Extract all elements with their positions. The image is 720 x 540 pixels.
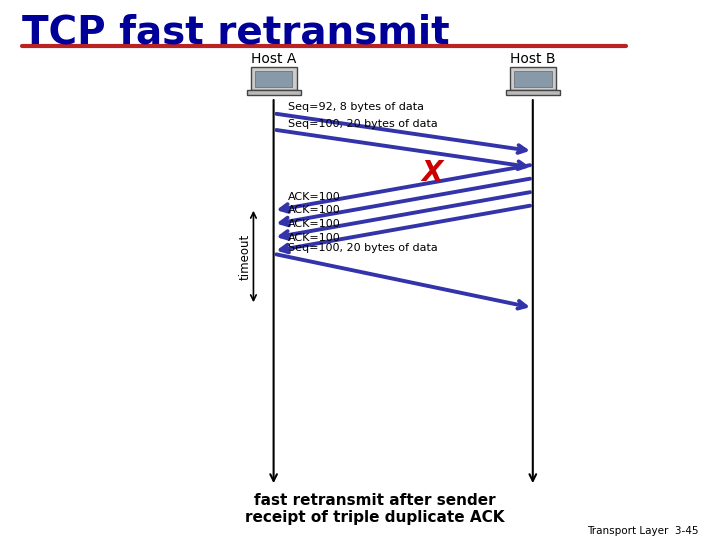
Bar (510, 68, 556, 90)
Text: Seq=100, 20 bytes of data: Seq=100, 20 bytes of data (288, 242, 438, 253)
Text: Seq=92, 8 bytes of data: Seq=92, 8 bytes of data (288, 102, 424, 112)
Text: timeout: timeout (238, 233, 251, 280)
Text: fast retransmit after sender: fast retransmit after sender (253, 492, 495, 508)
Text: Transport Layer  3-45: Transport Layer 3-45 (587, 525, 698, 536)
Bar (251, 68, 297, 90)
Bar (255, 71, 292, 87)
Text: Host B: Host B (510, 52, 556, 66)
Text: TCP fast retransmit: TCP fast retransmit (22, 14, 449, 51)
Bar (505, 90, 560, 95)
Text: receipt of triple duplicate ACK: receipt of triple duplicate ACK (245, 510, 504, 525)
Text: ACK=100: ACK=100 (288, 233, 341, 243)
Bar (246, 90, 301, 95)
Text: X: X (421, 159, 443, 187)
Text: Host A: Host A (251, 52, 297, 66)
Bar (514, 71, 552, 87)
Text: ACK=100: ACK=100 (288, 192, 341, 202)
Text: ACK=100: ACK=100 (288, 205, 341, 215)
Text: ACK=100: ACK=100 (288, 219, 341, 229)
Text: Seq=100, 20 bytes of data: Seq=100, 20 bytes of data (288, 118, 438, 129)
